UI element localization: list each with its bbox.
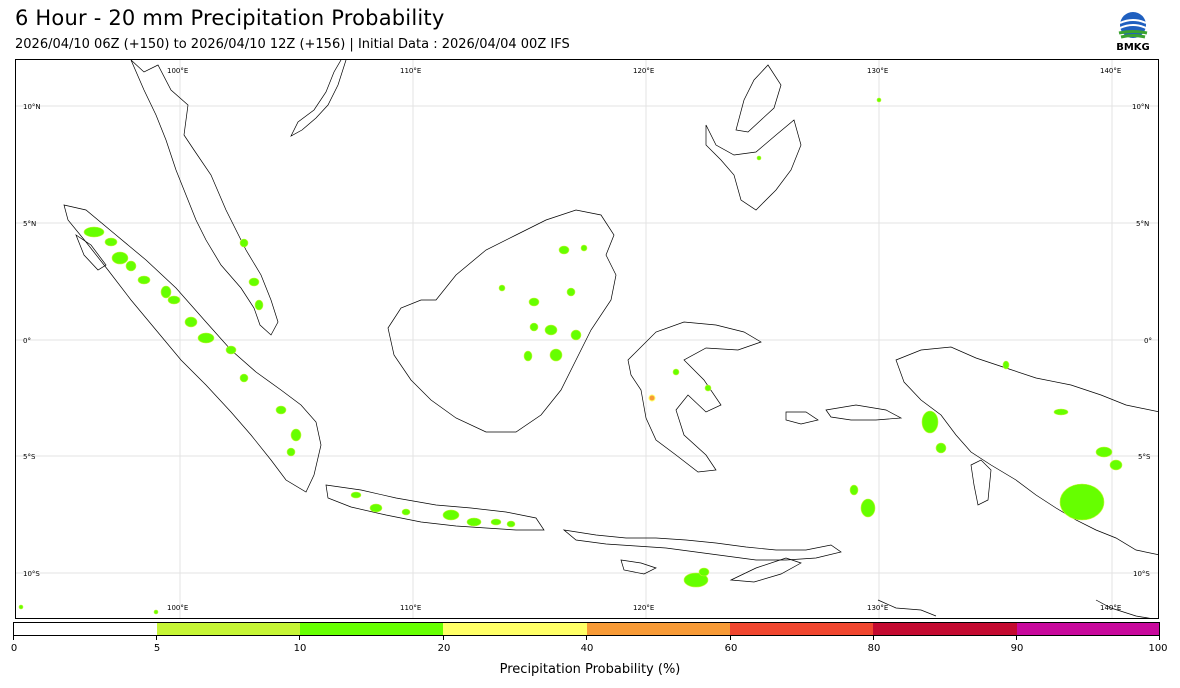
colorbar-tick — [299, 636, 300, 640]
colorbar-tick-label: 10 — [293, 643, 307, 654]
sulawesi-island — [627, 321, 762, 473]
malay-peninsula — [130, 60, 279, 336]
lat-label-right: 5°S — [1138, 453, 1151, 461]
colorbar-tick-label: 5 — [153, 643, 161, 654]
lat-label-right: 10°S — [1133, 570, 1150, 578]
bmkg-logo-text: BMKG — [1116, 42, 1150, 53]
java-island — [325, 484, 545, 531]
colorbar-segment — [14, 623, 157, 635]
philippines-mindanao — [705, 119, 802, 211]
colorbar-tick-label: 0 — [10, 643, 18, 654]
colorbar-segment — [443, 623, 587, 635]
lon-label-bottom: 130°E — [867, 604, 888, 612]
bmkg-logo-icon — [1118, 12, 1148, 39]
new-guinea-island — [895, 346, 1158, 555]
colorbar-tick — [1159, 636, 1160, 640]
colorbar-tick-label: 90 — [1010, 643, 1024, 654]
colorbar-tick — [443, 636, 444, 640]
lon-label-bottom: 120°E — [633, 604, 654, 612]
lon-label-bottom: 100°E — [167, 604, 188, 612]
colorbar-tick-label: 80 — [867, 643, 881, 654]
precip-patches — [18, 97, 1123, 615]
lat-label-right: 10°N — [1132, 103, 1150, 111]
lat-label-left: 0° — [23, 337, 31, 345]
lat-label-right: 5°N — [1136, 220, 1149, 228]
map-subtitle: 2026/04/10 06Z (+150) to 2026/04/10 12Z … — [15, 37, 570, 52]
colorbar-tick-label: 20 — [437, 643, 451, 654]
colorbar-tick-label: 100 — [1148, 643, 1168, 654]
australia-coast — [1095, 599, 1151, 618]
lesser-sunda-islands — [562, 529, 842, 561]
lat-label-left: 10°S — [23, 570, 40, 578]
lon-label-top: 110°E — [400, 67, 421, 75]
philippines-visayas — [735, 64, 782, 133]
map-title: 6 Hour - 20 mm Precipitation Probability — [15, 6, 445, 30]
lon-label-bottom: 110°E — [400, 604, 421, 612]
precipitation-map[interactable]: 100°E 110°E 120°E 130°E 140°E 100°E 110°… — [15, 59, 1159, 619]
colorbar-tick — [730, 636, 731, 640]
colorbar-segment — [730, 623, 873, 635]
lon-label-top: 140°E — [1100, 67, 1121, 75]
colorbar-tick-label: 60 — [724, 643, 738, 654]
map-canvas: 100°E 110°E 120°E 130°E 140°E 100°E 110°… — [16, 60, 1158, 618]
australia-northwest — [877, 599, 937, 617]
colorbar — [13, 622, 1160, 636]
lat-label-left: 5°S — [23, 453, 36, 461]
seram-island — [825, 404, 903, 421]
colorbar-segment — [157, 623, 300, 635]
map-grid — [16, 60, 1158, 618]
vietnam-coast — [290, 60, 347, 137]
colorbar-tick-label: 40 — [580, 643, 594, 654]
lon-label-top: 130°E — [867, 67, 888, 75]
lat-label-left: 5°N — [23, 220, 36, 228]
lat-label-left: 10°N — [23, 103, 41, 111]
lon-label-top: 100°E — [167, 67, 188, 75]
colorbar-tick — [13, 636, 14, 640]
colorbar-segment — [300, 623, 443, 635]
sumatra-north-detail — [75, 234, 107, 271]
lat-label-right: 0° — [1144, 337, 1152, 345]
graticule-labels: 100°E 110°E 120°E 130°E 140°E 100°E 110°… — [23, 67, 1152, 612]
sumatra-island — [63, 204, 322, 493]
colorbar-tick — [873, 636, 874, 640]
borneo-island — [387, 209, 617, 433]
lon-label-top: 120°E — [633, 67, 654, 75]
sumba-island — [620, 559, 657, 575]
colorbar-segment — [587, 623, 730, 635]
buru-island — [785, 411, 819, 425]
lon-label-bottom: 140°E — [1100, 604, 1121, 612]
aru-islands — [970, 459, 992, 506]
colorbar-tick — [586, 636, 587, 640]
colorbar-tick — [156, 636, 157, 640]
colorbar-tick — [1016, 636, 1017, 640]
colorbar-title: Precipitation Probability (%) — [499, 662, 681, 677]
colorbar-segment — [1017, 623, 1159, 635]
timor-island — [729, 557, 802, 583]
colorbar-segment — [873, 623, 1017, 635]
